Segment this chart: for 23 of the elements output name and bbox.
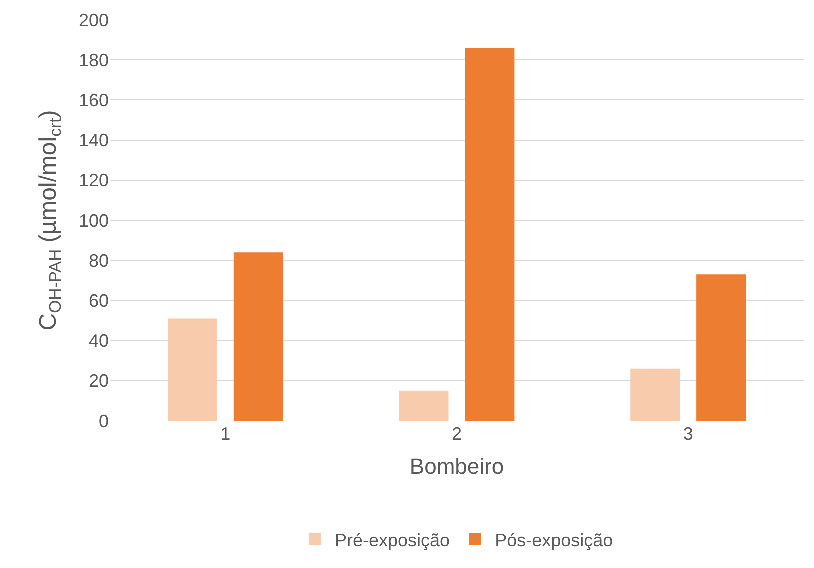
x-tick-label: 3 (683, 424, 694, 444)
legend-label: Pré-exposição (335, 530, 450, 550)
legend-label: Pós-exposição (495, 530, 614, 550)
y-tick-label: 180 (78, 50, 109, 70)
bar (630, 368, 680, 421)
y-tick-label: 100 (78, 210, 109, 231)
x-tick-label: 2 (452, 424, 462, 444)
y-tick-label: 40 (88, 331, 109, 352)
y-tick-label: 20 (88, 371, 109, 392)
y-tick-label: 120 (78, 170, 109, 191)
y-tick-label: 80 (88, 250, 109, 271)
y-tick-label: 140 (78, 130, 109, 151)
bar (399, 390, 449, 421)
x-axis-title: Bombeiro (410, 454, 504, 479)
bar (234, 252, 284, 421)
y-tick-label: 200 (78, 10, 109, 30)
x-tick-label: 1 (220, 424, 231, 444)
bar (696, 274, 746, 421)
y-tick-label: 160 (78, 90, 109, 110)
y-tick-label: 0 (98, 411, 109, 432)
bar (465, 48, 515, 421)
y-tick-label: 60 (88, 291, 109, 311)
bar (168, 318, 218, 421)
